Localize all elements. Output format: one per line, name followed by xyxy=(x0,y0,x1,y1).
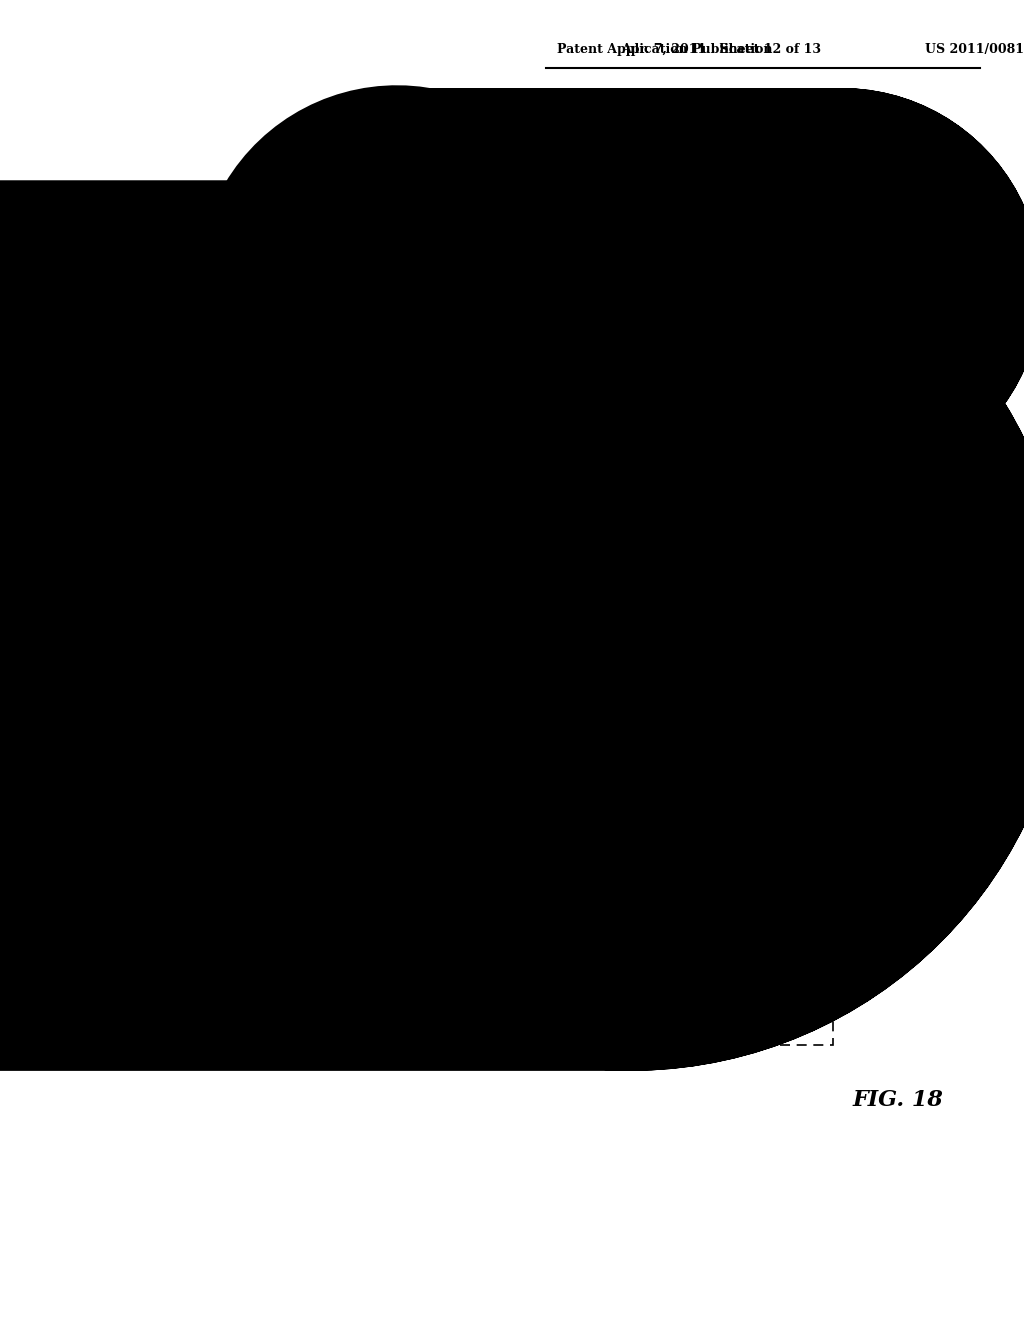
Polygon shape xyxy=(897,543,947,634)
Text: No: No xyxy=(773,866,787,874)
Text: Yes: Yes xyxy=(641,954,657,964)
Polygon shape xyxy=(685,667,729,756)
Text: S224: S224 xyxy=(896,226,920,235)
Ellipse shape xyxy=(559,570,588,610)
Text: S209: S209 xyxy=(823,840,847,849)
Bar xyxy=(583,833,612,973)
Polygon shape xyxy=(897,243,947,333)
Text: Start: Start xyxy=(559,585,588,595)
Text: No: No xyxy=(841,251,856,260)
Text: S201: S201 xyxy=(626,533,649,543)
Text: Execute slideshow
using effect A1: Execute slideshow using effect A1 xyxy=(588,857,607,948)
Text: Execute slideshow
using effect C1: Execute slideshow using effect C1 xyxy=(757,242,776,334)
Text: No: No xyxy=(650,557,665,565)
Bar xyxy=(561,760,834,1045)
Text: US 2011/0081047 A1: US 2011/0081047 A1 xyxy=(926,44,1024,57)
Polygon shape xyxy=(621,858,671,948)
Text: Execute slideshow
using effect C2: Execute slideshow using effect C2 xyxy=(868,242,887,334)
Text: FIG. 18: FIG. 18 xyxy=(853,1089,943,1111)
Text: Yes: Yes xyxy=(741,954,758,964)
Text: S223: S223 xyxy=(924,231,947,239)
Text: S206: S206 xyxy=(748,845,771,854)
Text: No: No xyxy=(841,550,856,560)
Text: Time to change
effect ?: Time to change effect ? xyxy=(912,549,932,626)
Text: Apr. 7, 2011   Sheet 12 of 13: Apr. 7, 2011 Sheet 12 of 13 xyxy=(621,44,821,57)
Text: Patent Application Publication: Patent Application Publication xyxy=(557,44,773,57)
Text: Time to change
effect ?: Time to change effect ? xyxy=(837,865,856,941)
Text: S208: S208 xyxy=(848,845,871,854)
Text: Count number of faces included
in selected still image: Count number of faces included in select… xyxy=(650,632,670,791)
Bar xyxy=(641,652,678,772)
Text: S221: S221 xyxy=(816,231,839,239)
Text: Execute slideshow
using effect B1: Execute slideshow using effect B1 xyxy=(757,543,776,634)
Polygon shape xyxy=(788,243,839,333)
Text: No: No xyxy=(873,866,888,874)
Text: Zero: Zero xyxy=(733,675,757,684)
Text: Number of
face images
?: Number of face images ? xyxy=(692,682,722,742)
Text: S212: S212 xyxy=(784,525,808,535)
Polygon shape xyxy=(608,548,647,632)
Text: No: No xyxy=(949,251,964,260)
Text: Yes: Yes xyxy=(842,954,858,964)
Text: S211: S211 xyxy=(816,531,839,540)
Bar xyxy=(725,447,980,729)
Bar xyxy=(863,517,892,657)
Text: Time to change
effect ?: Time to change effect ? xyxy=(736,865,756,941)
Text: Time to change
effect ?: Time to change effect ? xyxy=(912,249,932,326)
Text: S222: S222 xyxy=(784,226,808,235)
Text: No: No xyxy=(949,550,964,560)
Bar xyxy=(791,833,820,973)
Text: Yes: Yes xyxy=(919,640,935,649)
Text: One: One xyxy=(733,708,754,717)
Bar xyxy=(752,517,781,657)
Text: S213: S213 xyxy=(924,531,947,540)
Text: Still image
selected ?: Still image selected ? xyxy=(618,564,637,616)
Text: Plural: Plural xyxy=(692,764,722,774)
Text: Time to change
effect ?: Time to change effect ? xyxy=(804,549,823,626)
Text: Execute slideshow
using effect A3: Execute slideshow using effect A3 xyxy=(796,857,815,948)
Text: S203: S203 xyxy=(707,652,730,661)
Text: Execute slideshow
using effect B2: Execute slideshow using effect B2 xyxy=(868,543,887,634)
Bar xyxy=(725,148,980,428)
Text: Execute slideshow
using effect A2: Execute slideshow using effect A2 xyxy=(695,857,715,948)
Text: Yes: Yes xyxy=(810,640,826,649)
Text: Yes: Yes xyxy=(624,639,640,648)
Bar xyxy=(690,833,720,973)
Polygon shape xyxy=(821,858,871,948)
Bar xyxy=(752,218,781,358)
Polygon shape xyxy=(721,858,771,948)
Text: Yes: Yes xyxy=(810,341,826,350)
Bar xyxy=(863,218,892,358)
Polygon shape xyxy=(788,543,839,634)
Text: No: No xyxy=(673,866,687,874)
Text: Time to change
effect ?: Time to change effect ? xyxy=(804,249,823,326)
Text: Time to change
effect ?: Time to change effect ? xyxy=(636,865,655,941)
Text: S202: S202 xyxy=(681,660,705,668)
Text: S207: S207 xyxy=(723,840,746,849)
Text: S204: S204 xyxy=(647,845,671,854)
Text: S214: S214 xyxy=(896,525,920,535)
Text: Yes: Yes xyxy=(919,341,935,350)
Text: S205: S205 xyxy=(615,840,639,849)
